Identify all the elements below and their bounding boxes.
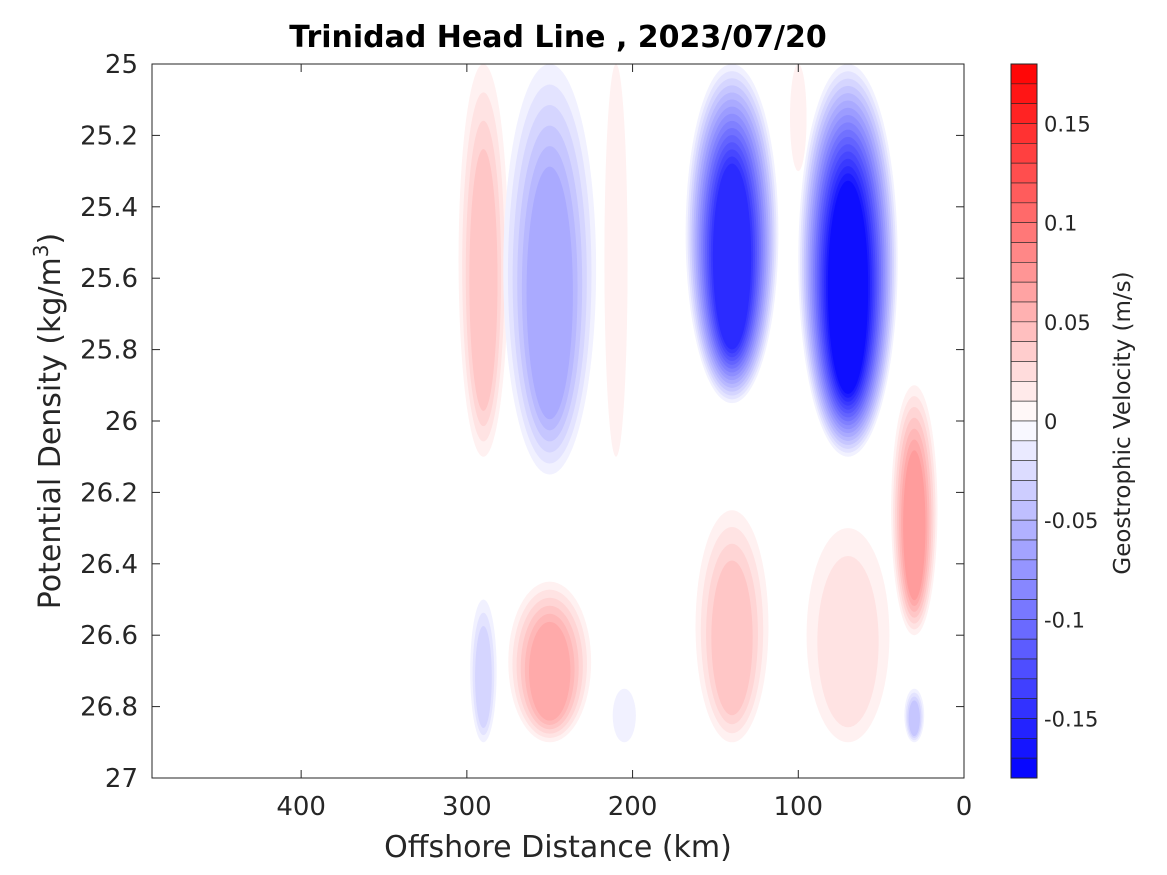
colorbar-tick-label: 0.15 bbox=[1044, 113, 1091, 137]
contour-band bbox=[469, 149, 498, 411]
y-tick-label: 25.8 bbox=[80, 336, 138, 366]
x-tick-label: 300 bbox=[442, 792, 492, 822]
contour-band bbox=[790, 64, 807, 172]
x-tick-label: 0 bbox=[956, 792, 973, 822]
colorbar-level bbox=[1010, 182, 1038, 204]
contour-band bbox=[612, 688, 636, 743]
colorbar-tick-label: 0.1 bbox=[1044, 212, 1077, 236]
colorbar-level bbox=[1010, 281, 1038, 303]
contour-band bbox=[711, 560, 753, 716]
y-axis-label: Potential Density (kg/m3) bbox=[29, 233, 68, 609]
velocity-feature bbox=[891, 385, 938, 636]
colorbar-level bbox=[1010, 480, 1038, 501]
colorbar-level bbox=[1010, 757, 1038, 779]
velocity-feature bbox=[806, 528, 890, 743]
colorbar-level bbox=[1010, 262, 1038, 283]
colorbar-level bbox=[1010, 718, 1038, 739]
colorbar-level bbox=[1010, 519, 1038, 541]
y-tick-label: 26.4 bbox=[80, 550, 138, 580]
y-axis-label-end: ) bbox=[33, 233, 68, 245]
velocity-feature bbox=[604, 64, 628, 457]
velocity-feature bbox=[508, 581, 592, 743]
x-tick-label: 100 bbox=[773, 792, 823, 822]
contour-band bbox=[526, 166, 573, 420]
velocity-feature bbox=[695, 510, 769, 743]
y-tick-label: 27 bbox=[105, 764, 138, 794]
contour-band bbox=[604, 64, 628, 457]
x-tick-label: 400 bbox=[276, 792, 326, 822]
colorbar: 0.15 0.1 0.05 0 -0.05 -0.1 -0.15 bbox=[1010, 63, 1098, 779]
colorbar-level bbox=[1010, 420, 1038, 442]
contour-band bbox=[529, 621, 571, 721]
colorbar-level bbox=[1010, 559, 1038, 580]
colorbar-level bbox=[1010, 301, 1038, 323]
y-tick-label: 26.6 bbox=[80, 621, 138, 651]
y-tick-label: 25.6 bbox=[80, 264, 138, 294]
colorbar-level bbox=[1010, 539, 1038, 561]
colorbar-level bbox=[1010, 341, 1038, 362]
y-axis-label-superscript: 3 bbox=[29, 244, 53, 257]
y-axis: 25 25.2 25.4 25.6 25.8 26 26.2 26.4 26.6 26.8 27 bbox=[80, 50, 964, 794]
velocity-feature bbox=[458, 64, 509, 457]
colorbar-level bbox=[1010, 202, 1038, 223]
contour-band bbox=[712, 163, 752, 350]
colorbar-level bbox=[1010, 242, 1038, 263]
contour-band bbox=[908, 700, 920, 737]
contour-band bbox=[827, 180, 869, 394]
y-tick-label: 25.2 bbox=[80, 121, 138, 151]
colorbar-level bbox=[1010, 83, 1038, 104]
colorbar-level bbox=[1010, 599, 1038, 620]
chart-title: Trinidad Head Line , 2023/07/20 bbox=[289, 20, 826, 55]
velocity-feature bbox=[503, 64, 597, 475]
colorbar-level bbox=[1010, 698, 1038, 719]
colorbar-level bbox=[1010, 619, 1038, 640]
x-tick-label: 200 bbox=[608, 792, 658, 822]
colorbar-level bbox=[1010, 321, 1038, 342]
velocity-feature bbox=[612, 688, 636, 743]
y-axis-label-main: Potential Density (kg/m bbox=[33, 257, 68, 609]
colorbar-level bbox=[1010, 579, 1038, 600]
colorbar-tick-label: 0.05 bbox=[1044, 311, 1091, 335]
y-tick-label: 26 bbox=[105, 407, 138, 437]
colorbar-level bbox=[1010, 143, 1038, 164]
colorbar-level bbox=[1010, 361, 1038, 382]
colorbar-level bbox=[1010, 738, 1038, 759]
colorbar-level bbox=[1010, 638, 1038, 660]
colorbar-level bbox=[1010, 63, 1038, 85]
y-tick-label: 26.2 bbox=[80, 478, 138, 508]
colorbar-label: Geostrophic Velocity (m/s) bbox=[1110, 271, 1136, 574]
colorbar-level bbox=[1010, 460, 1038, 481]
x-axis: 400 300 200 100 0 bbox=[276, 64, 972, 822]
contour-band bbox=[817, 555, 879, 728]
colorbar-level bbox=[1010, 400, 1038, 422]
velocity-feature bbox=[798, 64, 898, 457]
y-tick-label: 25.4 bbox=[80, 193, 138, 223]
colorbar-level bbox=[1010, 658, 1038, 680]
colorbar-tick-label: 0 bbox=[1044, 410, 1057, 434]
colorbar-frame bbox=[1010, 63, 1038, 779]
contour-band bbox=[475, 626, 492, 729]
colorbar-tick-label: -0.1 bbox=[1044, 608, 1085, 632]
colorbar-level bbox=[1010, 381, 1038, 402]
y-tick-label: 25 bbox=[105, 50, 138, 80]
colorbar-tick-label: -0.05 bbox=[1044, 509, 1098, 533]
colorbar-level bbox=[1010, 103, 1038, 124]
colorbar-tick-label: -0.15 bbox=[1044, 708, 1098, 732]
y-tick-label: 26.8 bbox=[80, 693, 138, 723]
colorbar-level bbox=[1010, 222, 1038, 243]
colorbar-level bbox=[1010, 678, 1038, 699]
velocity-feature bbox=[904, 688, 925, 743]
contour-band bbox=[903, 450, 926, 601]
x-axis-label: Offshore Distance (km) bbox=[384, 830, 732, 865]
colorbar-level bbox=[1010, 123, 1038, 144]
velocity-feature bbox=[790, 64, 807, 172]
velocity-field bbox=[458, 64, 938, 743]
colorbar-level bbox=[1010, 162, 1038, 184]
colorbar-level bbox=[1010, 440, 1038, 461]
velocity-feature bbox=[685, 64, 779, 404]
velocity-feature bbox=[470, 599, 497, 743]
colorbar-level bbox=[1010, 500, 1038, 521]
